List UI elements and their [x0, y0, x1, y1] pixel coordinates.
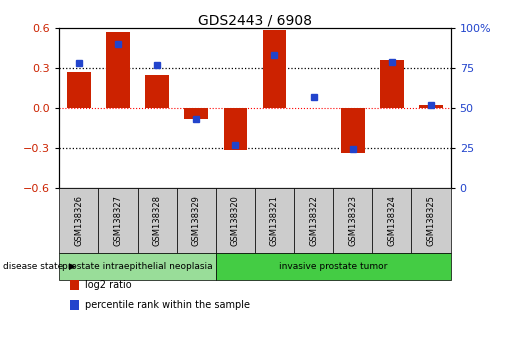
Text: GSM138326: GSM138326: [74, 195, 83, 246]
Text: invasive prostate tumor: invasive prostate tumor: [279, 262, 387, 271]
Text: GSM138325: GSM138325: [426, 195, 436, 246]
Bar: [263, 30, 286, 108]
Bar: [224, 108, 247, 150]
Bar: [380, 60, 404, 108]
Bar: [419, 105, 443, 108]
Text: prostate intraepithelial neoplasia: prostate intraepithelial neoplasia: [62, 262, 213, 271]
Text: GSM138324: GSM138324: [387, 195, 397, 246]
Text: log2 ratio: log2 ratio: [85, 280, 132, 290]
Text: percentile rank within the sample: percentile rank within the sample: [85, 300, 250, 310]
Title: GDS2443 / 6908: GDS2443 / 6908: [198, 13, 312, 27]
Bar: [341, 108, 365, 153]
Text: GSM138329: GSM138329: [192, 195, 201, 246]
Text: GSM138323: GSM138323: [348, 195, 357, 246]
Text: GSM138322: GSM138322: [309, 195, 318, 246]
Text: GSM138328: GSM138328: [152, 195, 162, 246]
Text: GSM138320: GSM138320: [231, 195, 240, 246]
Bar: [67, 72, 91, 108]
Bar: [106, 32, 130, 108]
Bar: [145, 75, 169, 108]
Text: disease state  ▶: disease state ▶: [3, 262, 76, 271]
Bar: [184, 108, 208, 119]
Text: GSM138321: GSM138321: [270, 195, 279, 246]
Text: GSM138327: GSM138327: [113, 195, 123, 246]
